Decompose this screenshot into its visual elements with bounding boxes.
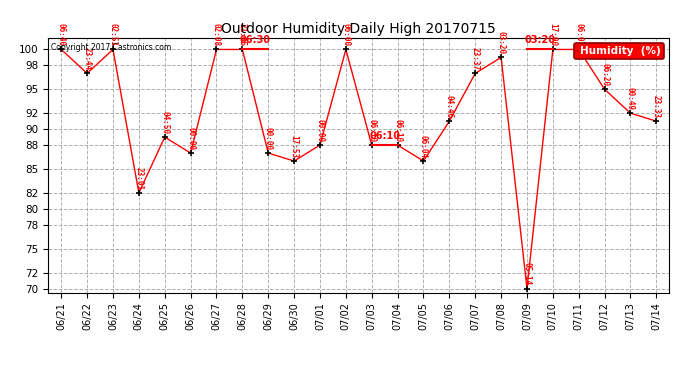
Text: 06:40: 06:40	[57, 23, 66, 46]
Text: 06:10: 06:10	[369, 131, 400, 141]
Text: 00:00: 00:00	[186, 127, 195, 150]
Text: 00:00: 00:00	[264, 127, 273, 150]
Text: 00:49: 00:49	[626, 87, 635, 110]
Text: 03:20: 03:20	[497, 31, 506, 54]
Text: 06:20: 06:20	[600, 63, 609, 86]
Text: 00:00: 00:00	[315, 119, 324, 142]
Text: 06:10: 06:10	[393, 119, 402, 142]
Text: 06:00: 06:00	[342, 23, 351, 46]
Text: Copyright 2017 Castronics.com: Copyright 2017 Castronics.com	[51, 43, 172, 52]
Text: 21:45: 21:45	[238, 23, 247, 46]
Text: 17:00: 17:00	[549, 23, 558, 46]
Text: 04:50: 04:50	[160, 111, 169, 134]
Title: Outdoor Humidity Daily High 20170715: Outdoor Humidity Daily High 20170715	[221, 22, 496, 36]
Text: 06:30: 06:30	[240, 36, 270, 45]
Legend: Humidity  (%): Humidity (%)	[574, 43, 664, 59]
Text: 06:10: 06:10	[367, 119, 376, 142]
Text: 06:07: 06:07	[574, 23, 583, 46]
Text: 02:08: 02:08	[212, 23, 221, 46]
Text: 04:46: 04:46	[445, 95, 454, 118]
Text: 23:01: 23:01	[135, 166, 144, 190]
Text: 17:53: 17:53	[290, 135, 299, 158]
Text: 02:51: 02:51	[108, 23, 117, 46]
Text: 03:20: 03:20	[524, 36, 555, 45]
Text: 23:37: 23:37	[471, 47, 480, 70]
Text: 05:14: 05:14	[522, 262, 531, 285]
Text: 06:04: 06:04	[419, 135, 428, 158]
Text: 23:33: 23:33	[652, 95, 661, 118]
Text: 23:44: 23:44	[83, 47, 92, 70]
